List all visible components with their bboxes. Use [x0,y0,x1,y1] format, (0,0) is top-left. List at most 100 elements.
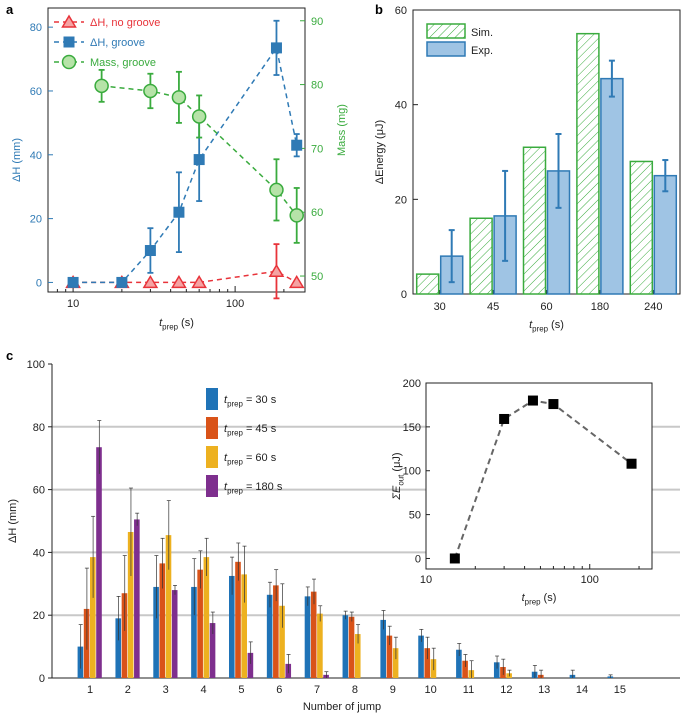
panel-a-ytick-left-label: 60 [30,86,42,98]
panel-b-xtick-label: 30 [434,301,446,313]
panel-a-point [67,276,79,288]
panel-c-bar-0 [229,575,235,678]
panel-a-point [193,154,205,166]
panel-a-point [94,78,109,94]
panel-c-bar-1 [348,616,355,678]
panel-a-ytick-left-label: 0 [36,277,42,289]
inset-point [499,413,510,424]
inset-ytick-label: 50 [409,510,421,522]
panel-a-ylabel-right: Mass (mg) [336,104,348,156]
panel-c-bar-2 [127,531,134,678]
panel-c-xtick-label: 7 [314,684,320,696]
panel-b-xtick-label: 45 [487,301,499,313]
panel-c-xtick-label: 5 [238,684,244,696]
panel-a-point [143,83,158,99]
panel-a-legend-label: ΔH, no groove [90,17,160,29]
panel-b-legend-swatch-exp [426,41,466,57]
panel-c-legend-swatch [206,446,218,468]
panel-b-xtick-label: 60 [540,301,552,313]
inset-ylabel: ΣEout (μJ) [391,452,405,500]
panel-a-frame [47,7,306,293]
panel-a-point [191,274,207,289]
panel-b-bar-sim [469,217,493,295]
inset-xtick-label: 10 [420,574,432,586]
panel-c-bar-1 [159,563,166,678]
inset-frame [425,382,653,570]
panel-c-bar-1 [197,569,203,678]
panel-c-bar-0 [266,594,273,678]
panel-label-a: a [6,2,14,17]
panel-c-bar-2 [203,557,210,678]
panel-c-xtick-label: 11 [463,684,474,696]
panel-c-bar-3 [96,447,102,678]
panel-c-bar-2 [90,557,96,678]
panel-c-bar-0 [304,596,311,678]
panel-a-legend-marker [63,36,75,48]
panel-c-bar-2 [279,605,285,678]
panel-c-bar-1 [121,593,128,678]
panel-c-xtick-label: 14 [576,684,588,696]
panel-b-ylabel: ΔEnergy (μJ) [374,120,386,184]
panel-a-point [270,42,282,54]
panel-a-ytick-left-label: 20 [30,214,42,226]
inset-ytick-label: 0 [415,553,421,565]
panel-a-point [173,206,185,218]
panel-c-xtick-label: 13 [538,684,550,696]
panel-c-bar-1 [424,648,431,678]
panel-c-bar-3 [134,519,140,678]
panel-c-bar-2 [392,648,399,678]
panel-c-bar-1 [462,660,468,678]
inset-point [548,399,559,410]
panel-c-bar-1 [235,561,241,678]
panel-b-ytick-label: 0 [401,289,407,301]
panel-a-ytick-right-label: 90 [311,16,323,28]
panel-a-point [171,274,187,289]
panel-c-bar-0 [380,619,386,678]
panel-c-inset-chart: 0 50 100 150 200 10 100 tprep (s) ΣEout (μJ) [391,378,653,606]
panel-c-legend-swatch [206,388,218,410]
panel-c-bar-3 [171,590,178,678]
panel-c-bar-2 [241,574,247,678]
panel-a-point [191,109,207,124]
panel-a-point [289,208,304,223]
panel-a-ytick-left-label: 80 [30,22,42,34]
panel-b-bar-exp [600,77,624,295]
panel-b-legend-label: Exp. [471,45,493,57]
inset-point [626,458,637,469]
panel-a-point [291,139,303,151]
panel-c-legend-label: tprep = 180 s [224,481,283,495]
inset-ytick-label: 200 [403,378,421,390]
panel-b-xlabel: tprep (s) [529,319,564,333]
panel-c-xtick-label: 12 [500,684,512,696]
panel-c-legend-label: tprep = 45 s [224,423,277,437]
inset-ytick-label: 100 [403,466,421,478]
panel-a-legend-marker [61,54,77,70]
panel-a-series-line-0 [73,270,298,284]
panel-c-bar-0 [115,618,122,678]
panel-c-xtick-label: 4 [200,684,206,696]
panel-b-xtick-label: 180 [591,301,609,313]
panel-b-legend-swatch-sim [426,23,466,39]
panel-c-ytick-label: 100 [27,359,45,371]
panel-a-ytick-right-label: 50 [311,271,323,283]
panel-a-xtick-label: 100 [226,298,244,310]
panel-label-c: c [6,348,13,363]
panel-a-point [269,182,284,198]
panel-b-ytick-label: 20 [395,194,407,206]
panel-c-bar-1 [273,585,279,678]
panel-c-xtick-label: 6 [276,684,282,696]
panel-c-bar-2 [317,613,323,678]
panel-c-bar-3 [209,623,216,678]
panel-c-bar-2 [165,535,172,678]
panel-c-xtick-label: 3 [163,684,169,696]
panel-b-xtick-label: 240 [644,301,662,313]
panel-a-point [116,276,128,288]
panel-label-b: b [375,2,383,17]
panel-a-point [144,245,156,257]
panel-a-point [142,274,159,289]
panel-a-legend-label: Mass, groove [90,57,156,69]
inset-xtick-label: 100 [581,574,599,586]
inset-point [449,553,460,564]
panel-a-xtick-label: 10 [67,298,79,310]
